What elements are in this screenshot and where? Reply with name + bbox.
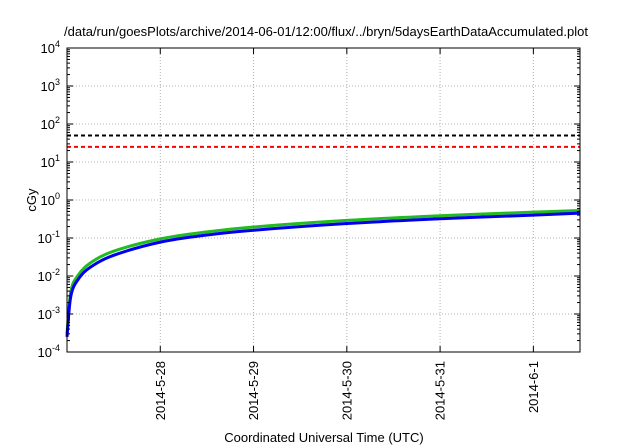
x-axis-label: Coordinated Universal Time (UTC)	[224, 430, 423, 445]
series-line	[65, 208, 581, 335]
chart-title: /data/run/goesPlots/archive/2014-06-01/1…	[64, 24, 588, 39]
y-tick-label: 101	[41, 153, 60, 170]
plot-frame	[66, 47, 581, 353]
y-axis-label: cGy	[24, 188, 39, 212]
x-tick-label: 2014-5-31	[433, 361, 448, 420]
y-tick-label: 102	[41, 115, 60, 132]
y-tick-label: 103	[41, 77, 60, 94]
y-tick-label: 10-4	[38, 343, 60, 360]
x-tick-label: 2014-5-29	[246, 361, 261, 420]
y-tick-label: 10-1	[38, 229, 60, 246]
x-tick-label: 2014-6-1	[526, 361, 541, 413]
series-line	[65, 211, 581, 338]
threshold-lines	[67, 134, 580, 148]
y-axis-ticks: 10-4 10-3 10-2 10-1 100 101 102 103 104	[38, 39, 580, 360]
x-tick-label: 2014-5-28	[153, 361, 168, 420]
x-axis-ticks: 2014-5-28 2014-5-29 2014-5-30 2014-5-31 2014…	[153, 48, 541, 420]
y-tick-label: 10-3	[38, 305, 60, 322]
grid	[67, 48, 580, 352]
x-tick-label: 2014-5-30	[339, 361, 354, 420]
y-tick-label: 10-2	[38, 267, 60, 284]
y-tick-label: 100	[41, 191, 60, 208]
data-series	[65, 208, 581, 338]
y-tick-label: 104	[41, 39, 60, 56]
